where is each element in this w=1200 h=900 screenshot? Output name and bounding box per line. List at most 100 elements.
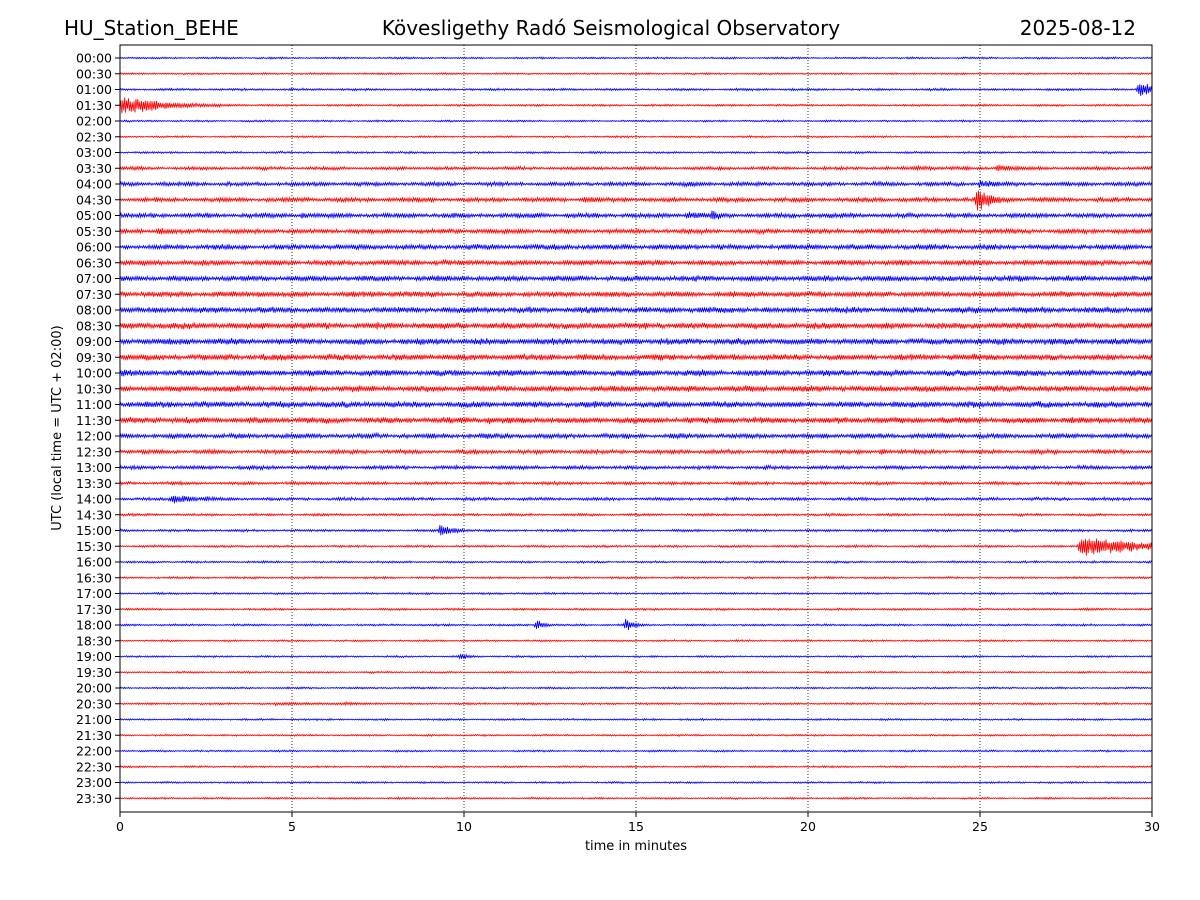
y-tick-label-35: 17:30	[76, 602, 112, 617]
y-tick-label-30: 15:00	[76, 523, 112, 538]
trace-1630	[119, 575, 1153, 580]
y-tick-label-47: 23:30	[76, 791, 112, 806]
y-tick-label-32: 16:00	[76, 555, 112, 570]
trace-1700	[119, 591, 1153, 596]
trace-0000	[119, 56, 1153, 60]
y-tick-label-18: 09:00	[76, 334, 112, 349]
y-tick-label-36: 18:00	[76, 618, 112, 633]
trace-1830	[119, 638, 1153, 643]
y-tick-label-19: 09:30	[76, 350, 112, 365]
y-tick-label-34: 17:00	[76, 586, 112, 601]
y-tick-label-0: 00:00	[76, 51, 112, 66]
trace-1430	[119, 512, 1153, 518]
trace-0830	[119, 321, 1153, 330]
y-tick-label-23: 11:30	[76, 413, 112, 428]
y-tick-label-11: 05:30	[76, 224, 112, 239]
trace-0800	[119, 306, 1153, 314]
date-title: 2025-08-12	[1020, 16, 1136, 40]
trace-2330	[119, 796, 1153, 801]
trace-1530	[119, 538, 1153, 556]
x-tick-label-5: 25	[972, 819, 988, 834]
y-tick-label-10: 05:00	[76, 208, 112, 223]
y-tick-label-5: 02:30	[76, 129, 112, 144]
y-tick-label-14: 07:00	[76, 271, 112, 286]
x-tick-label-6: 30	[1144, 819, 1160, 834]
trace-2030	[119, 700, 1153, 707]
y-tick-label-40: 20:00	[76, 681, 112, 696]
y-tick-label-24: 12:00	[76, 429, 112, 444]
y-tick-label-25: 12:30	[76, 444, 112, 459]
trace-2200	[119, 749, 1153, 753]
y-tick-label-3: 01:30	[76, 98, 112, 113]
trace-0630	[119, 258, 1153, 267]
y-tick-label-39: 19:30	[76, 665, 112, 680]
trace-0030	[119, 71, 1153, 76]
trace-1200	[119, 431, 1153, 441]
trace-0900	[119, 337, 1153, 346]
y-tick-label-6: 03:00	[76, 145, 112, 160]
trace-0600	[119, 242, 1153, 252]
y-tick-label-28: 14:00	[76, 492, 112, 507]
x-tick-label-4: 20	[800, 819, 816, 834]
trace-1600	[119, 559, 1153, 565]
trace-1130	[119, 416, 1153, 425]
trace-2100	[119, 717, 1153, 722]
y-axis-label: UTC (local time = UTC + 02:00)	[50, 325, 65, 530]
y-tick-label-4: 02:00	[76, 114, 112, 129]
trace-1030	[119, 384, 1153, 393]
y-tick-label-44: 22:00	[76, 744, 112, 759]
x-axis-ticks: 0 5 10 15 20 25 30	[116, 812, 1160, 834]
trace-0700	[119, 274, 1153, 283]
trace-0300	[119, 150, 1153, 155]
y-tick-label-38: 19:00	[76, 649, 112, 664]
x-axis-label: time in minutes	[585, 839, 687, 854]
x-tick-label-0: 0	[116, 819, 124, 834]
trace-2300	[119, 780, 1153, 785]
trace-1500	[119, 525, 1153, 536]
y-tick-label-29: 14:30	[76, 507, 112, 522]
y-tick-label-31: 15:30	[76, 539, 112, 554]
trace-0130	[119, 97, 1153, 114]
trace-1000	[119, 368, 1153, 378]
y-tick-label-20: 10:00	[76, 366, 112, 381]
trace-0430	[119, 190, 1153, 211]
grid-lines	[291, 45, 981, 812]
trace-0100	[119, 83, 1153, 97]
trace-1300	[119, 463, 1153, 472]
trace-0930	[119, 353, 1153, 362]
trace-1330	[119, 480, 1153, 487]
y-tick-label-15: 07:30	[76, 287, 112, 302]
y-tick-label-13: 06:30	[76, 255, 112, 270]
y-tick-label-41: 20:30	[76, 696, 112, 711]
x-tick-label-2: 10	[456, 819, 472, 834]
trace-1930	[119, 670, 1153, 675]
trace-0330	[119, 164, 1153, 172]
y-tick-label-22: 11:00	[76, 397, 112, 412]
observatory-title: Kövesligethy Radó Seismological Observat…	[382, 16, 840, 40]
trace-0530	[119, 227, 1153, 236]
seismic-traces	[119, 56, 1153, 801]
trace-1100	[119, 400, 1153, 409]
y-tick-label-42: 21:00	[76, 712, 112, 727]
y-tick-label-2: 01:00	[76, 82, 112, 97]
trace-1230	[119, 447, 1153, 456]
trace-0230	[119, 134, 1153, 139]
trace-0500	[119, 210, 1153, 220]
y-tick-label-43: 21:30	[76, 728, 112, 743]
y-tick-label-16: 08:00	[76, 303, 112, 318]
y-tick-label-7: 03:30	[76, 161, 112, 176]
y-tick-label-12: 06:00	[76, 240, 112, 255]
y-tick-label-1: 00:30	[76, 66, 112, 81]
y-tick-label-8: 04:00	[76, 177, 112, 192]
trace-1400	[119, 495, 1153, 504]
trace-2230	[119, 764, 1153, 769]
y-tick-label-27: 13:30	[76, 476, 112, 491]
trace-1800	[119, 618, 1153, 630]
y-tick-label-33: 16:30	[76, 570, 112, 585]
trace-0400	[119, 180, 1153, 188]
y-tick-label-17: 08:30	[76, 318, 112, 333]
trace-0730	[119, 290, 1153, 299]
y-tick-label-37: 18:30	[76, 633, 112, 648]
plot-frame	[119, 44, 1153, 813]
